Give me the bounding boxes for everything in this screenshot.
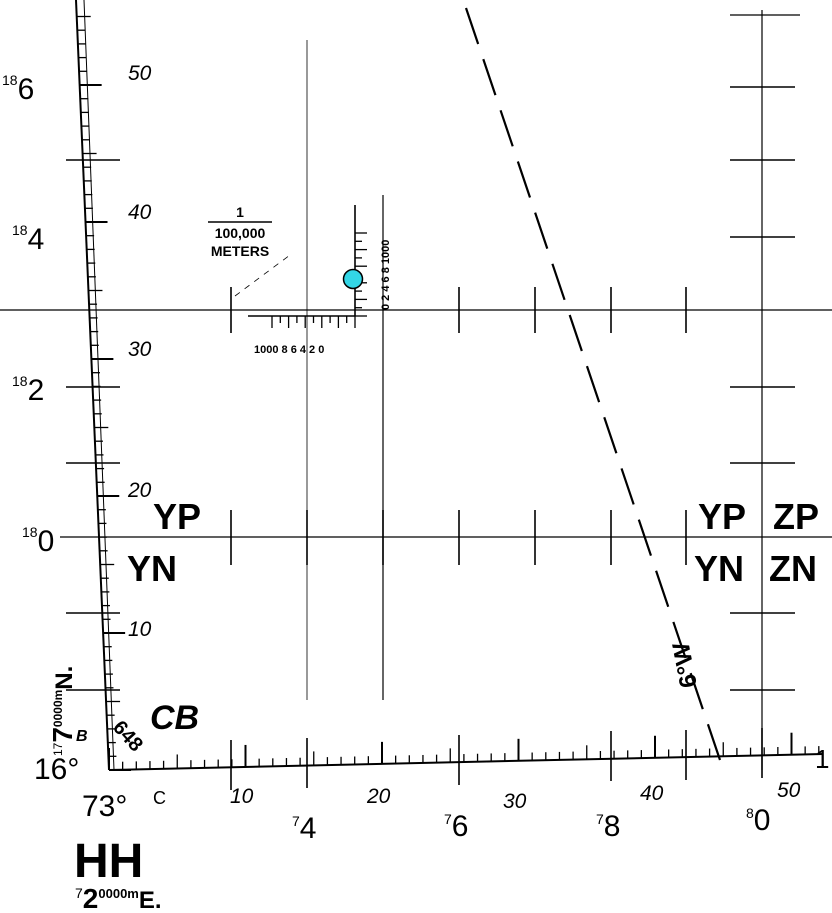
grid-lines xyxy=(0,10,832,770)
zone-yp-left: YP xyxy=(153,496,201,537)
northing-label-180: 180 xyxy=(22,524,54,558)
meridian-6w-label: 6°W xyxy=(668,640,703,690)
zone-zn: ZN xyxy=(769,548,817,589)
left-minute-40: 40 xyxy=(128,201,152,224)
bottom-minute-20: 20 xyxy=(366,785,391,808)
bottom-border-minute-labels: 10 20 30 40 50 xyxy=(230,779,801,813)
northing-label-186: 186 xyxy=(2,72,34,106)
scale-numerator: 1 xyxy=(236,204,244,220)
northing-180-ticks xyxy=(230,510,687,565)
grid-square-hh: HH xyxy=(74,835,143,888)
left-minute-50: 50 xyxy=(128,62,152,85)
left-minute-30: 30 xyxy=(128,338,152,361)
left-meridian-border xyxy=(75,0,131,771)
bottom-minute-30: 30 xyxy=(503,790,527,813)
corner-c-label: C xyxy=(153,788,166,808)
bottom-minute-10: 10 xyxy=(230,785,254,808)
zone-zp: ZP xyxy=(773,496,819,537)
zone-yp-right: YP xyxy=(698,496,746,537)
easting-labels: 74 76 78 80 xyxy=(292,804,770,845)
location-marker[interactable] xyxy=(342,268,364,290)
bottom-parallel-border xyxy=(108,732,824,771)
zone-cb: CB xyxy=(150,699,199,737)
zone-yn-right: YN xyxy=(694,548,744,589)
scale-unit: METERS xyxy=(211,243,269,259)
northing-labels: 186 184 182 180 xyxy=(2,72,54,558)
left-minute-20: 20 xyxy=(127,479,152,502)
bottom-minute-40: 40 xyxy=(640,782,664,805)
left-border-minute-labels: 50 40 30 20 10 xyxy=(127,62,152,641)
meridian-6w-dashed-line xyxy=(464,7,722,761)
bottom-grid-ticks xyxy=(230,728,763,790)
left-edge-grid-ticks xyxy=(66,159,120,691)
northing-origin-label: 1770000mN. xyxy=(47,666,78,756)
northing-label-182: 182 xyxy=(12,373,44,407)
right-edge-ticks xyxy=(730,86,795,691)
corner-latitude: 16° xyxy=(34,753,79,786)
zone-yn-left: YN xyxy=(127,548,177,589)
corner-longitude: 73° xyxy=(82,790,127,823)
left-minute-10: 10 xyxy=(128,618,152,641)
easting-label-74: 74 xyxy=(292,812,316,845)
scale-denominator: 100,000 xyxy=(215,225,266,241)
easting-label-80: 80 xyxy=(746,804,770,837)
corner-labels: 16° 73° B C 648 1 HH 720000mE. 1770000mN… xyxy=(34,666,829,913)
easting-label-76: 76 xyxy=(444,810,468,843)
grid-zone-labels: YP YN YP YN ZP ZN CB xyxy=(127,496,819,737)
bottom-right-label: 1 xyxy=(815,744,829,774)
corner-b-label: B xyxy=(76,728,88,745)
easting-label-78: 78 xyxy=(596,810,620,843)
northing-label-184: 184 xyxy=(12,222,44,256)
easting-origin-label: 720000mE. xyxy=(75,883,162,913)
northing-183-ticks xyxy=(230,287,687,333)
coordinate-scale: 1 100,000 METERS 1000 8 6 4 2 0 0 2 4 6 … xyxy=(208,204,392,356)
corner-small-numbers: 648 xyxy=(108,717,147,757)
scale-vertical-tick-labels: 0 2 4 6 8 1000 xyxy=(380,240,392,310)
bottom-minute-50: 50 xyxy=(777,779,801,802)
scale-horizontal-tick-labels: 1000 8 6 4 2 0 xyxy=(254,344,324,356)
